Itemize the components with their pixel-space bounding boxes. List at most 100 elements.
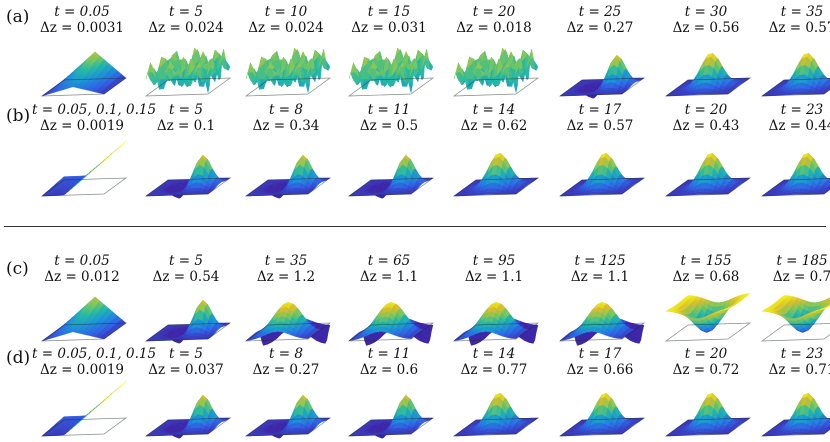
delta-z-label: Δz = 0.44 xyxy=(752,118,830,134)
time-label: t = 25 xyxy=(550,4,650,20)
delta-z-label: Δz = 0.27 xyxy=(550,20,650,36)
delta-z-label: Δz = 0.024 xyxy=(136,20,236,36)
surface-mesh xyxy=(146,155,230,198)
surface-mesh xyxy=(146,300,230,343)
surface-mesh xyxy=(560,153,644,196)
time-label: t = 20 xyxy=(656,102,756,118)
surface-plot xyxy=(658,140,754,202)
surface-mesh xyxy=(42,141,126,196)
surface-mesh xyxy=(666,153,750,196)
surface-plot xyxy=(552,140,648,202)
surface-plot xyxy=(341,285,437,347)
delta-z-label: Δz = 1.2 xyxy=(236,269,336,285)
delta-z-label: Δz = 0.5 xyxy=(339,118,439,134)
delta-z-label: Δz = 0.54 xyxy=(136,269,236,285)
surface-plot xyxy=(341,140,437,202)
surface-plot xyxy=(34,380,130,442)
surface-plot xyxy=(446,285,542,347)
delta-z-label: Δz = 1.1 xyxy=(550,269,650,285)
surface-plot xyxy=(658,285,754,347)
time-label: t = 23 xyxy=(752,102,830,118)
delta-z-label: Δz = 0.0019 xyxy=(32,118,132,134)
surface-plot xyxy=(238,40,334,102)
time-label: t = 95 xyxy=(444,253,544,269)
panel-label: (a) xyxy=(6,7,29,27)
time-label: t = 185 xyxy=(752,253,830,269)
surface-plot xyxy=(754,285,830,347)
delta-z-label: Δz = 0.031 xyxy=(339,20,439,36)
time-label: t = 155 xyxy=(656,253,756,269)
surface-plot xyxy=(138,285,234,347)
surface-plot xyxy=(552,285,648,347)
surface-mesh xyxy=(666,53,750,96)
delta-z-label: Δz = 0.1 xyxy=(136,118,236,134)
time-label: t = 0.05 xyxy=(32,253,132,269)
surface-mesh xyxy=(42,52,126,96)
surface-mesh xyxy=(454,153,538,196)
panel-label: (b) xyxy=(6,106,30,126)
time-label: t = 5 xyxy=(136,4,236,20)
time-label: t = 35 xyxy=(752,4,830,20)
time-label: t = 11 xyxy=(339,102,439,118)
time-label: t = 15 xyxy=(339,4,439,20)
delta-z-label: Δz = 0.7 xyxy=(752,269,830,285)
panel-label: (c) xyxy=(6,259,29,279)
time-label: t = 20 xyxy=(444,4,544,20)
delta-z-label: Δz = 0.0031 xyxy=(32,20,132,36)
surface-mesh xyxy=(246,155,330,198)
time-label: t = 8 xyxy=(236,102,336,118)
delta-z-label: Δz = 1.1 xyxy=(444,269,544,285)
delta-z-label: Δz = 0.43 xyxy=(656,118,756,134)
delta-z-label: Δz = 0.018 xyxy=(444,20,544,36)
delta-z-label: Δz = 0.012 xyxy=(32,269,132,285)
time-label: t = 35 xyxy=(236,253,336,269)
surface-plot xyxy=(341,40,437,102)
time-label: t = 0.05, 0.1, 0.15 xyxy=(32,346,132,362)
surface-mesh xyxy=(349,155,433,198)
surface-plot xyxy=(658,40,754,102)
time-label: t = 10 xyxy=(236,4,336,20)
surface-plot xyxy=(238,285,334,347)
surface-mesh xyxy=(42,381,126,436)
time-label: t = 30 xyxy=(656,4,756,20)
surface-mesh xyxy=(246,302,330,345)
surface-plot xyxy=(754,40,830,102)
surface-plot xyxy=(446,140,542,202)
surface-plot xyxy=(238,140,334,202)
time-label: t = 125 xyxy=(550,253,650,269)
delta-z-label: Δz = 0.0019 xyxy=(32,362,132,378)
time-label: t = 0.05 xyxy=(32,4,132,20)
time-label: t = 14 xyxy=(444,102,544,118)
time-label: t = 5 xyxy=(136,102,236,118)
surface-plot xyxy=(34,285,130,347)
surface-mesh xyxy=(454,302,538,345)
delta-z-label: Δz = 0.57 xyxy=(550,118,650,134)
delta-z-label: Δz = 0.34 xyxy=(236,118,336,134)
surface-plot xyxy=(34,40,130,102)
surface-mesh xyxy=(560,302,644,345)
surface-plot xyxy=(552,40,648,102)
surface-mesh xyxy=(666,293,750,332)
surface-mesh xyxy=(146,48,230,93)
